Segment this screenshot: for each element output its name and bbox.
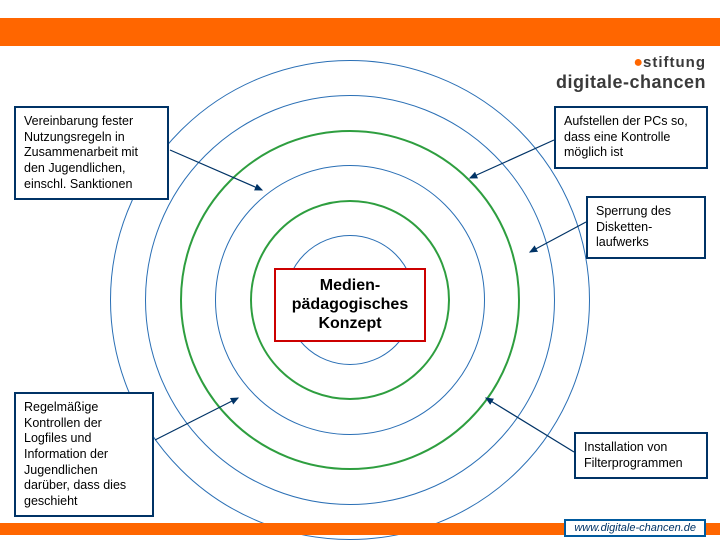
header-orange-bar bbox=[0, 18, 720, 46]
box-text: Installation von Filterprogrammen bbox=[584, 440, 683, 470]
box-text: Vereinbarung fester Nutzungsregeln in Zu… bbox=[24, 114, 138, 191]
logo: ●stiftung digitale-chancen bbox=[476, 50, 706, 96]
box-logfile-checks: Regelmäßige Kontrollen der Logfiles und … bbox=[14, 392, 154, 517]
footer-url-badge: www.digitale-chancen.de bbox=[564, 519, 706, 537]
logo-dot-icon: ● bbox=[633, 54, 643, 71]
center-concept-label: Medien-pädagogischesKonzept bbox=[274, 268, 426, 342]
center-concept-text: Medien-pädagogischesKonzept bbox=[292, 277, 408, 332]
box-text: Aufstellen der PCs so, dass eine Kontrol… bbox=[564, 114, 688, 159]
box-rules-agreement: Vereinbarung fester Nutzungsregeln in Zu… bbox=[14, 106, 169, 200]
logo-line-1: ●stiftung bbox=[633, 54, 706, 72]
box-text: Sperrung des Disketten-laufwerks bbox=[596, 204, 671, 249]
box-filter-install: Installation von Filterprogrammen bbox=[574, 432, 708, 479]
box-floppy-lock: Sperrung des Disketten-laufwerks bbox=[586, 196, 706, 259]
box-pc-placement: Aufstellen der PCs so, dass eine Kontrol… bbox=[554, 106, 708, 169]
box-text: Regelmäßige Kontrollen der Logfiles und … bbox=[24, 400, 126, 508]
footer-url-text: www.digitale-chancen.de bbox=[574, 522, 696, 534]
logo-line-2: digitale-chancen bbox=[556, 72, 706, 93]
